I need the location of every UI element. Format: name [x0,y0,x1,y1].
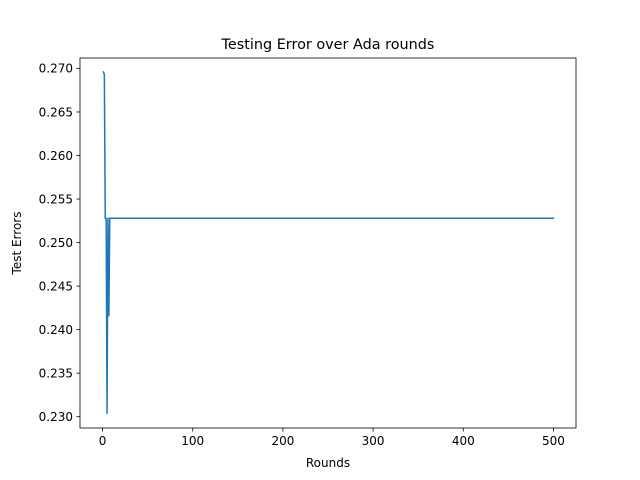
plot-frame [79,57,577,429]
y-tick-label: 0.245 [39,279,73,293]
y-tick-label: 0.240 [39,323,73,337]
y-tick-label: 0.250 [39,236,73,250]
y-axis-title: Test Errors [10,212,24,276]
y-tick-label: 0.235 [39,366,73,380]
plot-area [79,57,577,429]
x-tick-label: 200 [271,434,294,448]
y-tick-label: 0.255 [39,192,73,206]
y-tick-label: 0.265 [39,105,73,119]
x-tick-label: 0 [99,434,107,448]
x-tick-label: 300 [362,434,385,448]
y-tick-label: 0.230 [39,410,73,424]
x-axis: 0 100 200 300 400 500 [99,428,565,448]
x-tick-label: 500 [542,434,565,448]
x-axis-title: Rounds [306,456,350,470]
series-line [102,70,555,414]
y-tick-label: 0.270 [39,62,73,76]
x-tick-label: 100 [181,434,204,448]
y-axis: 0.230 0.235 0.240 0.245 0.250 0.255 0.260 0.265… [39,62,80,424]
y-tick-label: 0.260 [39,149,73,163]
x-tick-label: 400 [452,434,475,448]
series-group [102,70,555,414]
plot-background [80,58,576,428]
chart-title: Testing Error over Ada rounds [221,37,435,53]
